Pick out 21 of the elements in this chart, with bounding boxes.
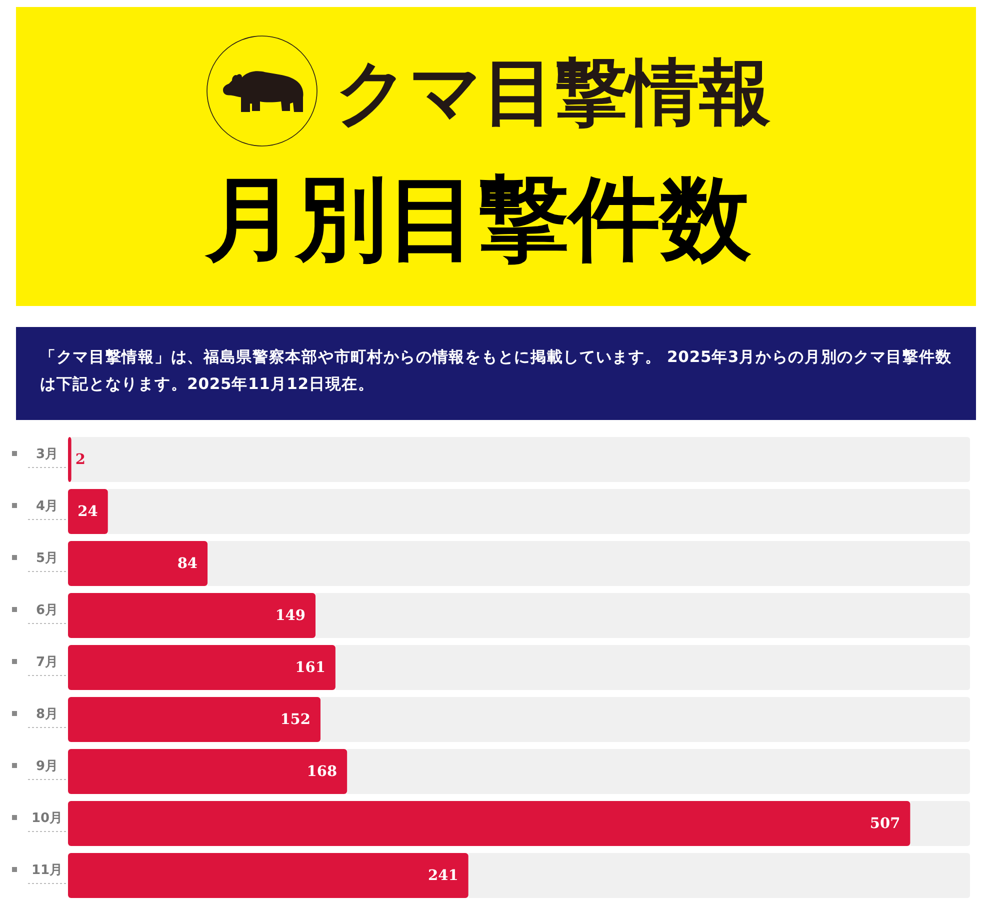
category-label: 7月 (36, 655, 58, 670)
category-label: 3月 (36, 447, 58, 462)
subtitle: 月別目撃件数 (205, 167, 751, 272)
data-label: 2 (75, 451, 86, 468)
data-label: 507 (870, 815, 900, 832)
category-label: 9月 (36, 759, 58, 774)
category-label: 11月 (31, 863, 63, 878)
category-label: 8月 (36, 707, 58, 722)
category-label: 10月 (31, 811, 63, 826)
annotation: 「クマ目撃情報」は、福島県警察本部や市町村からの情報をもとに掲載しています。 2025年3月からの月別のクマ目撃件数は下記となります。2025年11月12日現在。 (16, 327, 976, 420)
data-label: 168 (306, 763, 338, 780)
category-label: 5月 (36, 551, 58, 566)
title: クマ目撃情報 (335, 50, 771, 134)
data-label: 161 (295, 659, 326, 676)
data-label: 24 (78, 503, 98, 520)
category-label: 6月 (36, 603, 58, 618)
data-label: 149 (275, 607, 306, 624)
data-label: 152 (280, 711, 310, 728)
data-label: 84 (177, 555, 198, 572)
category-label: 4月 (36, 499, 58, 514)
data-label: 241 (428, 867, 458, 884)
